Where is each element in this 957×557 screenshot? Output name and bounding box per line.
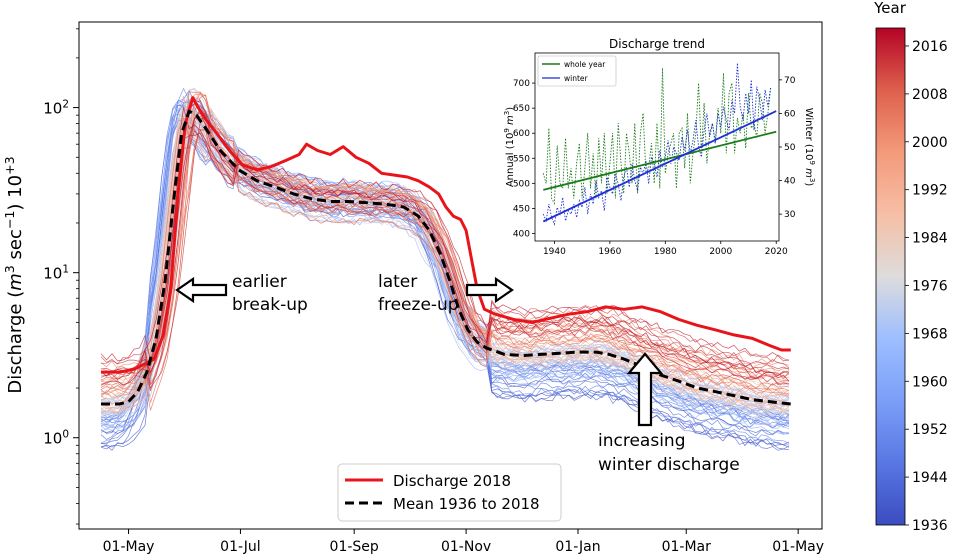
inset-series-group — [542, 63, 777, 226]
inset-y-left-axis: 400 450 500 550 600 650 700 — [513, 79, 535, 239]
inset-x-tick-label: 2020 — [765, 247, 788, 257]
inset-trend-plot: Discharge trend 1940 1960 1980 2000 2020 400… — [503, 37, 816, 257]
colorbar-tick-label: 1936 — [912, 518, 948, 534]
colorbar-gradient — [875, 27, 906, 526]
inset-x-axis: 1940 1960 1980 2000 2020 — [543, 241, 788, 257]
inset-series-whole-year-trend — [543, 130, 777, 191]
main-y-axis: 100 101 102 — [43, 28, 79, 525]
colorbar-tick-label: 1992 — [912, 183, 948, 199]
colorbar-tick-label: 1960 — [912, 374, 948, 390]
breakup-label-line1: earlier — [232, 272, 287, 292]
year-colorbar: Year 1936 1944 1952 1960 1968 1976 1984 1992 200… — [873, 0, 948, 534]
inset-y-right-tick-label: 40 — [784, 177, 796, 187]
year-line — [100, 115, 790, 377]
main-y-axis-label: Discharge (m3 sec−1) 10+3 — [2, 156, 27, 393]
year-line — [100, 125, 790, 386]
series-line-discharge-2018 — [101, 96, 791, 374]
y-tick-label: 100 — [43, 429, 69, 448]
colorbar-label: Year — [873, 0, 907, 17]
year-line — [100, 107, 790, 382]
inset-y-right-tick-label: 60 — [784, 109, 796, 119]
inset-x-tick-label: 1940 — [543, 247, 566, 257]
inset-x-tick-label: 1960 — [598, 247, 621, 257]
colorbar-tick-label: 1976 — [912, 278, 948, 294]
inset-y-right-tick-label: 30 — [784, 210, 796, 220]
colorbar-tick-label: 1968 — [912, 326, 948, 342]
year-line — [100, 125, 790, 396]
series-line-mean — [101, 109, 791, 406]
main-series-group — [101, 96, 791, 406]
year-line — [100, 91, 790, 381]
main-x-axis: 01-May 01-Jul 01-Sep 01-Nov 01-Jan 01-Mar 01-M… — [103, 529, 824, 555]
winter-label-line1: increasing — [598, 431, 685, 451]
inset-y-left-tick-label: 550 — [513, 154, 530, 164]
inset-y-right-tick-label: 50 — [784, 143, 796, 153]
inset-legend-label-winter: winter — [564, 74, 589, 83]
right-arrow-icon — [465, 276, 514, 304]
year-line — [100, 107, 790, 383]
inset-y-left-tick-label: 700 — [513, 79, 530, 89]
year-line — [100, 132, 790, 362]
inset-title: Discharge trend — [609, 37, 705, 51]
left-arrow-icon — [175, 276, 228, 304]
inset-x-tick-label: 1980 — [654, 247, 677, 257]
x-tick-label: 01-Mar — [662, 539, 712, 555]
colorbar-tick-label: 2008 — [912, 87, 948, 103]
x-tick-label: 01-Sep — [330, 539, 379, 555]
inset-y-left-tick-label: 500 — [513, 179, 530, 189]
inset-y-right-tick-label: 70 — [784, 76, 796, 86]
x-tick-label: 01-May — [772, 539, 824, 555]
inset-legend: whole year winter — [537, 55, 617, 87]
breakup-label-line2: break-up — [232, 295, 308, 315]
freezeup-label-line1: later — [378, 272, 417, 292]
x-tick-label: 01-May — [103, 539, 155, 555]
up-arrow-icon — [626, 352, 664, 427]
x-tick-label: 01-Nov — [441, 539, 491, 555]
colorbar-ticks: 1936 1944 1952 1960 1968 1976 1984 1992 2000 2008… — [905, 39, 948, 534]
inset-y-right-axis: 30 40 50 60 70 — [779, 76, 796, 220]
inset-series-winter-trend — [542, 110, 777, 223]
main-legend: Discharge 2018 Mean 1936 to 2018 — [337, 463, 562, 522]
year-line — [100, 89, 790, 451]
inset-y-left-tick-label: 600 — [513, 129, 530, 139]
inset-y-left-tick-label: 400 — [513, 229, 530, 239]
inset-y-left-label: Annual (109 m3) — [503, 107, 516, 187]
x-tick-label: 01-Jul — [220, 539, 261, 555]
main-plot-frame — [78, 21, 823, 530]
colorbar-tick-label: 1952 — [912, 422, 948, 438]
inset-x-tick-label: 2000 — [709, 247, 732, 257]
colorbar-tick-label: 1984 — [912, 231, 948, 247]
winter-label-line2: winter discharge — [598, 455, 740, 475]
legend-label-discharge-2018: Discharge 2018 — [393, 472, 511, 490]
annotation-freezeup: later freeze-up — [378, 272, 514, 315]
colorbar-tick-label: 2016 — [912, 39, 948, 55]
y-tick-label: 102 — [43, 99, 69, 118]
colorbar-tick-label: 2000 — [912, 135, 948, 151]
year-line — [100, 117, 790, 398]
annotation-winter: increasing winter discharge — [598, 352, 740, 475]
legend-box — [337, 463, 562, 522]
y-tick-label: 101 — [43, 264, 69, 283]
inset-y-left-tick-label: 450 — [513, 204, 530, 214]
freezeup-label-line2: freeze-up — [378, 295, 459, 315]
inset-legend-label-whole-year: whole year — [564, 60, 606, 69]
annotation-breakup: earlier break-up — [175, 272, 308, 315]
inset-y-left-tick-label: 650 — [513, 104, 530, 114]
year-line — [100, 115, 790, 408]
year-line — [100, 129, 790, 377]
year-line — [101, 92, 790, 413]
inset-y-right-label: Winter (109 m3) — [803, 108, 816, 187]
x-tick-label: 01-Jan — [555, 539, 600, 555]
colorbar-tick-label: 1944 — [912, 470, 948, 486]
legend-label-mean: Mean 1936 to 2018 — [393, 495, 540, 513]
